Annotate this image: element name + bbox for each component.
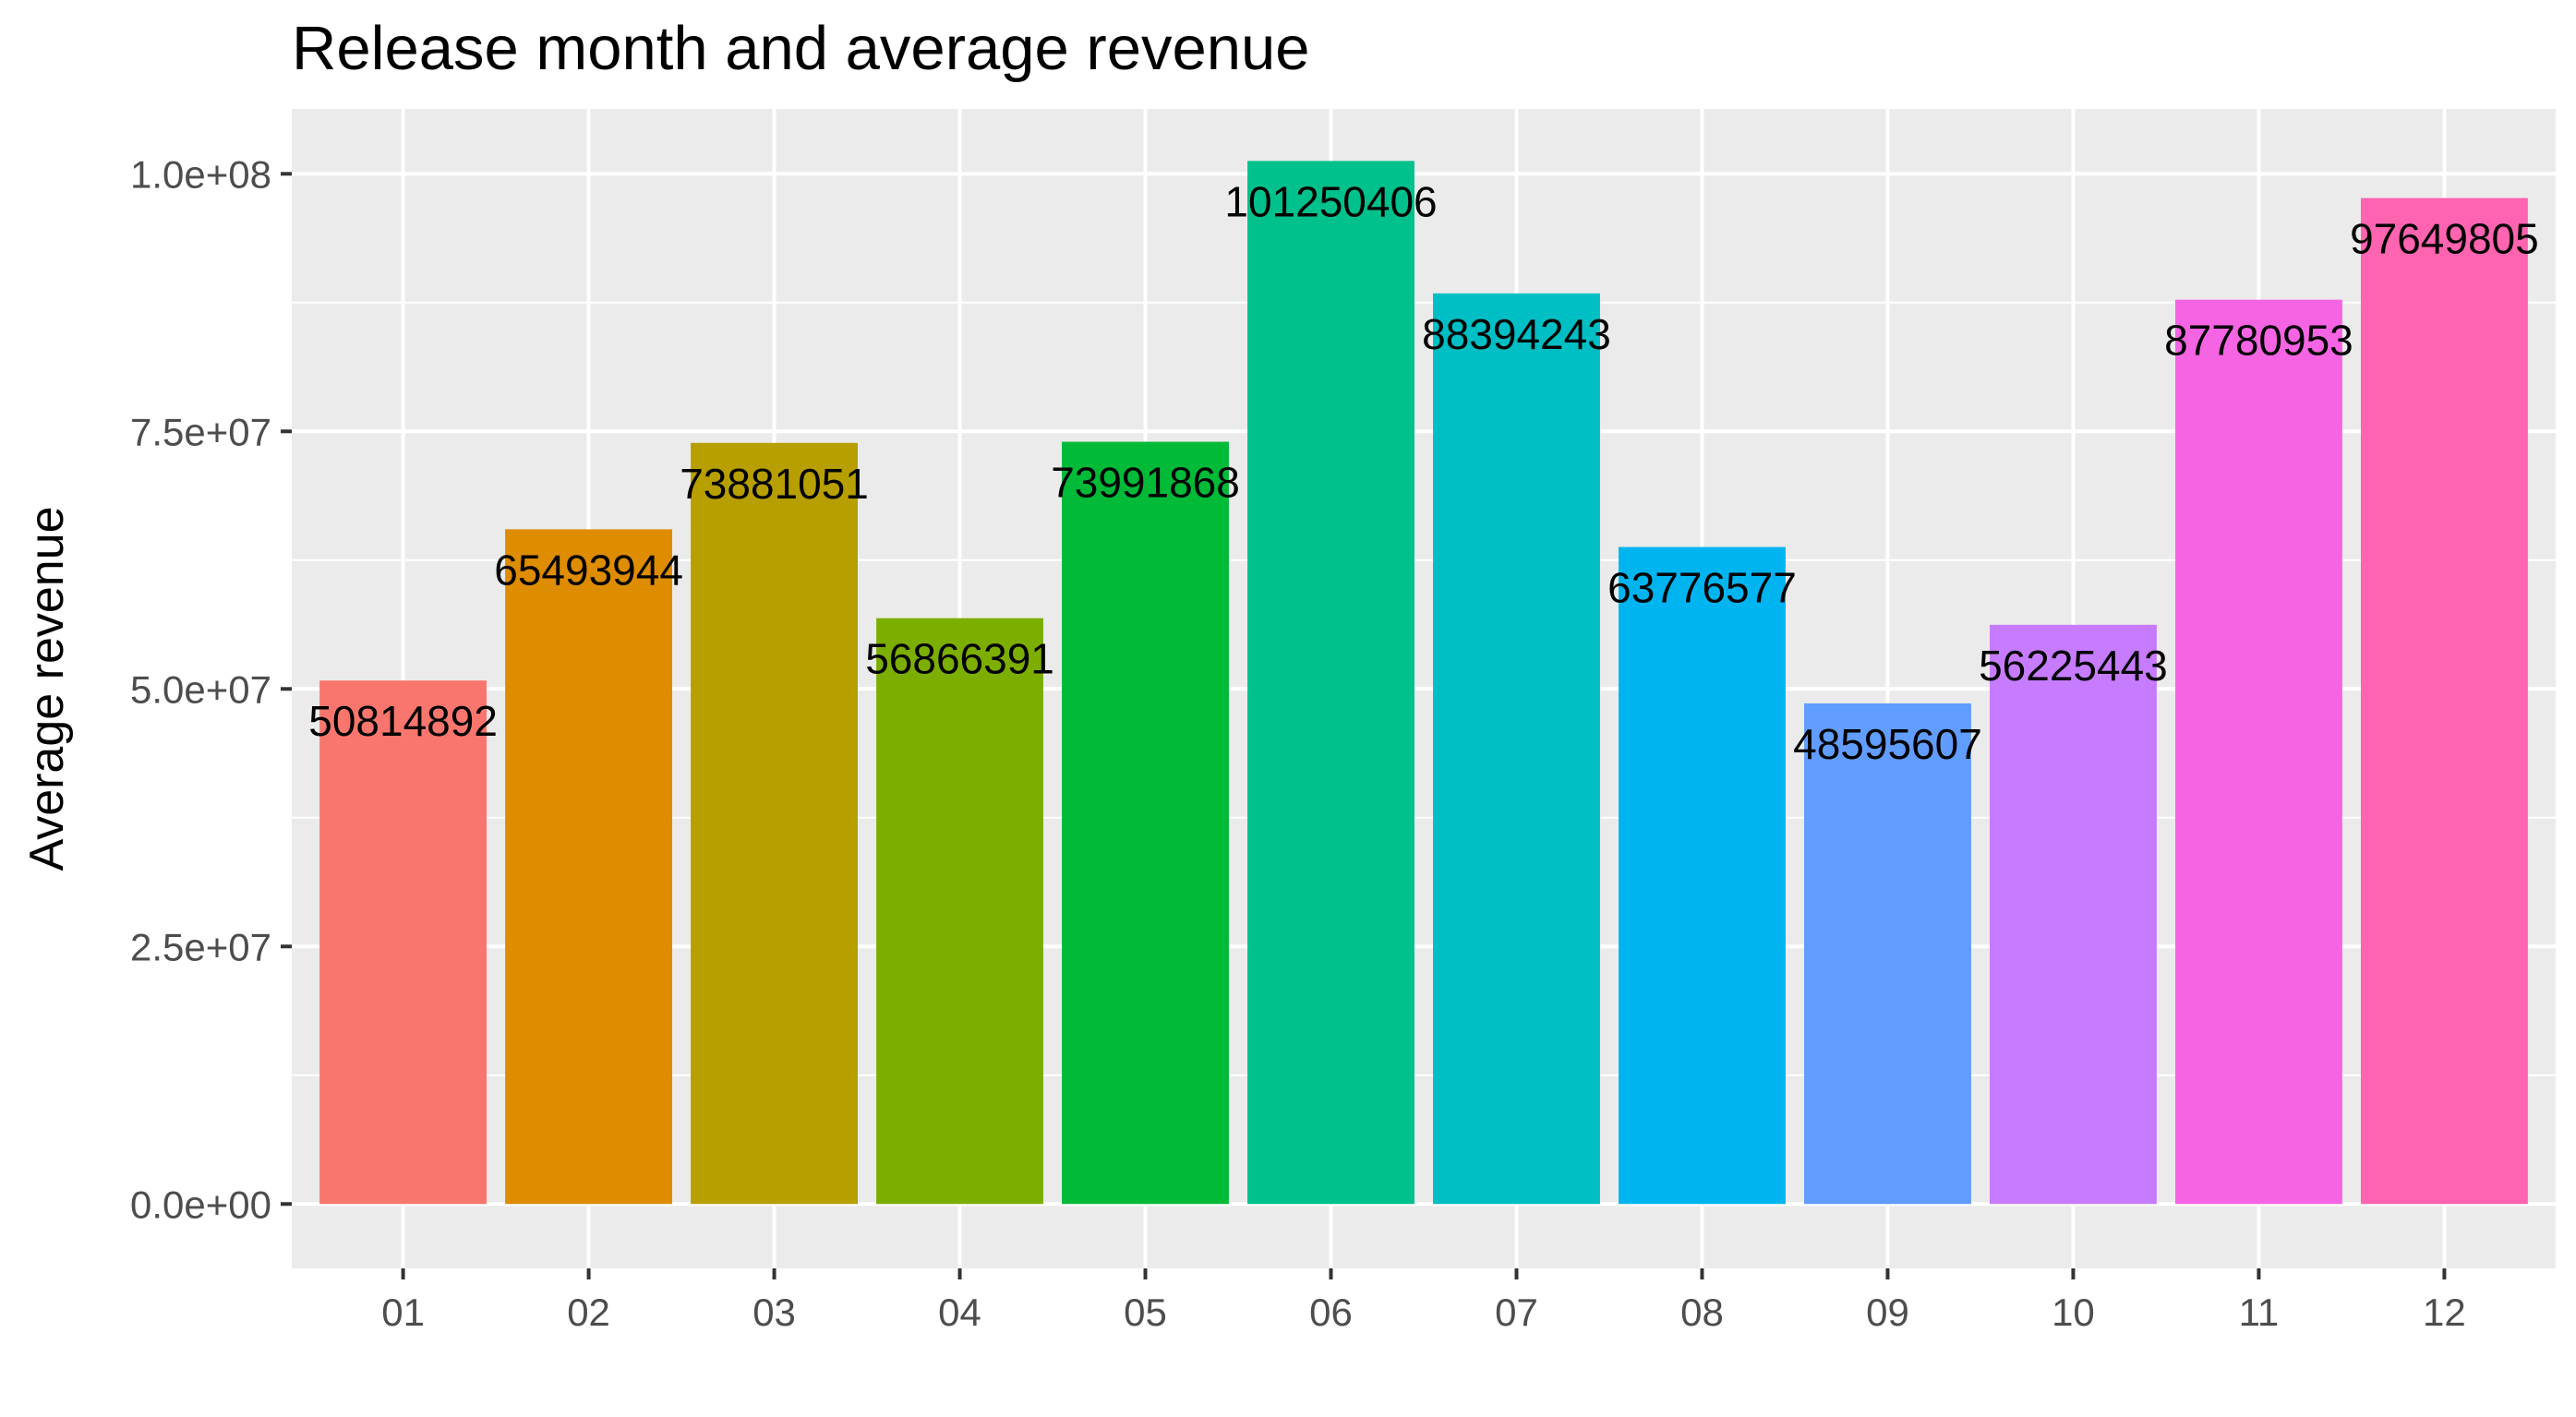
y-axis-label: Average revenue: [20, 506, 74, 871]
bar-05: [1062, 441, 1229, 1205]
data-label-03: 73881051: [680, 460, 869, 508]
x-tick-label: 01: [381, 1291, 425, 1334]
y-tick-label: 7.5e+07: [130, 410, 271, 453]
y-axis: 0.0e+00 2.5e+07 5.0e+07 7.5e+07 1.0e+08: [130, 152, 292, 1226]
y-tick-label: 1.0e+08: [130, 152, 271, 196]
data-label-07: 88394243: [1422, 310, 1611, 358]
bar-12: [2360, 198, 2528, 1205]
data-labels: 50814892 65493944 73881051 56866391 73991868…: [308, 177, 2538, 768]
bar-03: [691, 442, 858, 1205]
bar-02: [505, 529, 673, 1205]
bar-06: [1247, 161, 1414, 1205]
x-tick-label: 07: [1495, 1291, 1538, 1334]
x-tick-label: 09: [1866, 1291, 1909, 1334]
y-tick-label: 2.5e+07: [130, 925, 271, 968]
bar-11: [2174, 299, 2342, 1205]
chart-title: Release month and average revenue: [292, 14, 1310, 83]
bar-10: [1990, 624, 2157, 1205]
bar-07: [1433, 293, 1600, 1205]
bar-01: [319, 680, 488, 1205]
x-tick-label: 02: [567, 1291, 610, 1334]
x-tick-label: 06: [1309, 1291, 1353, 1334]
data-label-09: 48595607: [1793, 720, 1982, 768]
x-tick-label: 04: [938, 1291, 981, 1334]
data-label-08: 63776577: [1607, 564, 1797, 612]
data-label-02: 65493944: [494, 546, 683, 594]
x-tick-label: 11: [2239, 1291, 2280, 1334]
x-tick-label: 05: [1124, 1291, 1167, 1334]
bar-09: [1804, 702, 1971, 1205]
data-label-04: 56866391: [865, 635, 1054, 683]
bar-08: [1619, 546, 1786, 1205]
x-tick-label: 12: [2423, 1291, 2466, 1334]
data-label-01: 50814892: [308, 697, 498, 745]
bars: [319, 161, 2528, 1205]
bar-04: [876, 618, 1043, 1205]
data-label-10: 56225443: [1979, 642, 2168, 690]
x-tick-label: 08: [1680, 1291, 1724, 1334]
data-label-06: 101250406: [1224, 177, 1437, 225]
data-label-11: 87780953: [2164, 317, 2353, 365]
x-tick-label: 03: [752, 1291, 796, 1334]
x-tick-label: 10: [2052, 1291, 2095, 1334]
data-label-05: 73991868: [1051, 459, 1240, 507]
x-axis: 01 02 03 04 05 06 07 08 09 10 11 12: [381, 1268, 2466, 1334]
y-tick-label: 0.0e+00: [130, 1183, 271, 1226]
data-label-12: 97649805: [2350, 215, 2539, 263]
y-tick-label: 5.0e+07: [130, 667, 271, 711]
